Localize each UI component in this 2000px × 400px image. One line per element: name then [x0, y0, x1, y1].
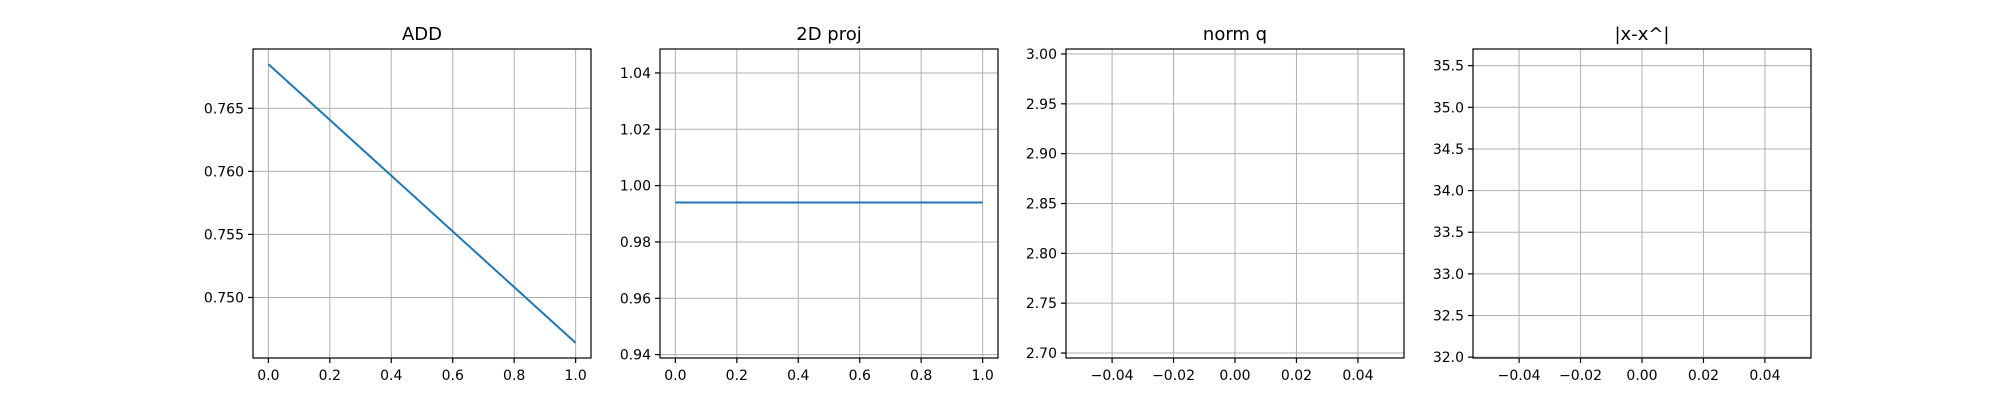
x-tick-label: 0.02 [1688, 368, 1719, 384]
x-tick-label: 1.0 [565, 368, 587, 384]
axes-frame [659, 48, 999, 359]
y-tick-label: 1.04 [620, 66, 651, 82]
y-tick-label: 35.5 [1433, 59, 1464, 75]
y-tick-label: 2.85 [1026, 197, 1057, 213]
x-tick-label: 0.6 [442, 368, 464, 384]
x-tick-label: 0.00 [1219, 368, 1250, 384]
x-tick-label: 0.6 [849, 368, 871, 384]
y-tick-label: 35.0 [1433, 100, 1464, 116]
chart-title: norm q [1203, 24, 1267, 45]
chart-title: ADD [402, 24, 442, 45]
x-tick-label: 0.8 [910, 368, 932, 384]
y-tick-label: 34.0 [1433, 184, 1464, 200]
y-tick-label: 0.98 [620, 235, 651, 251]
x-tick-label: 0.0 [664, 368, 686, 384]
x-tick-label: 1.0 [972, 368, 994, 384]
series-line [267, 63, 577, 344]
y-tick-label: 3.00 [1026, 47, 1057, 63]
x-tick-label: −0.04 [1498, 368, 1541, 384]
y-tick-label: 2.80 [1026, 246, 1057, 262]
y-tick-label: 33.0 [1433, 267, 1464, 283]
y-tick-label: 0.755 [204, 227, 244, 243]
y-tick-label: 0.750 [204, 290, 244, 306]
y-tick-label: 2.70 [1026, 346, 1057, 362]
x-tick-label: 0.0 [257, 368, 279, 384]
y-tick-label: 0.760 [204, 164, 244, 180]
x-tick-label: −0.02 [1559, 368, 1602, 384]
subplot-2: −0.04 −0.02 0.00 0.02 0.04 2.70 2.75 2.80 2.85 2.… [1026, 24, 1405, 384]
x-tick-label: 0.00 [1626, 368, 1657, 384]
y-tick-label: 0.765 [204, 101, 244, 117]
x-tick-label: −0.02 [1152, 368, 1195, 384]
chart-title: |x-x^| [1614, 24, 1669, 45]
x-tick-label: 0.2 [319, 368, 341, 384]
x-tick-label: 0.02 [1281, 368, 1312, 384]
y-tick-label: 0.96 [620, 291, 651, 307]
x-tick-label: 0.8 [503, 368, 525, 384]
y-tick-label: 2.75 [1026, 296, 1057, 312]
y-tick-label: 2.95 [1026, 97, 1057, 113]
y-tick-label: 2.90 [1026, 147, 1057, 163]
chart-title: 2D proj [796, 24, 861, 45]
subplot-0: 0.0 0.2 0.4 0.6 0.8 1.0 0.750 0.755 0.760 0.765 AD… [204, 24, 592, 384]
subplot-1: 0.0 0.2 0.4 0.6 0.8 1.0 0.94 0.96 0.98 1.00 1.02 1.… [620, 24, 999, 384]
x-tick-label: 0.04 [1749, 368, 1780, 384]
x-tick-label: 0.04 [1342, 368, 1373, 384]
y-tick-label: 1.02 [620, 122, 651, 138]
y-tick-label: 34.5 [1433, 142, 1464, 158]
y-tick-label: 1.00 [620, 179, 651, 195]
x-tick-label: 0.2 [726, 368, 748, 384]
subplot-3: −0.04 −0.02 0.00 0.02 0.04 32.0 32.5 33.0 33.5 34… [1433, 24, 1812, 384]
y-tick-label: 32.0 [1433, 350, 1464, 366]
axes-frame [252, 48, 592, 359]
x-tick-label: 0.4 [787, 368, 809, 384]
x-tick-label: −0.04 [1091, 368, 1134, 384]
y-tick-label: 32.5 [1433, 309, 1464, 325]
y-tick-label: 0.94 [620, 348, 651, 364]
x-tick-label: 0.4 [380, 368, 402, 384]
y-tick-label: 33.5 [1433, 225, 1464, 241]
